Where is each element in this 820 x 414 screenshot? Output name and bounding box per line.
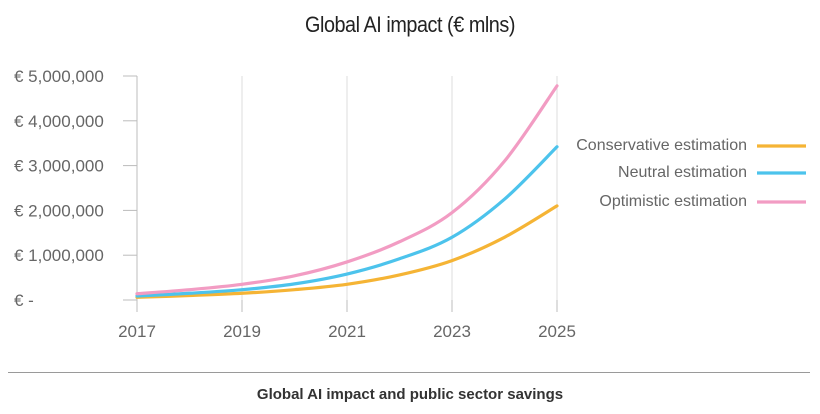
- series-layer: [135, 84, 559, 299]
- series-line-neutral: [135, 145, 559, 298]
- series-line-optimistic: [135, 84, 559, 296]
- y-tick-label: € 5,000,000: [14, 67, 104, 86]
- divider: [8, 372, 810, 373]
- legend-label: Neutral estimation: [618, 164, 747, 181]
- x-tick-label: 2017: [118, 322, 156, 341]
- grid-layer: [136, 76, 558, 300]
- legend-label: Optimistic estimation: [599, 193, 747, 210]
- y-tick-label: € 3,000,000: [14, 157, 104, 176]
- series-line-conservative: [135, 204, 559, 299]
- y-tick-label: € -: [14, 291, 34, 310]
- y-axis-ticks: € - € 1,000,000 € 2,000,000 € 3,000,000 € 4,…: [14, 67, 137, 310]
- x-tick-label: 2019: [223, 322, 261, 341]
- y-tick-label: € 2,000,000: [14, 201, 104, 220]
- x-tick-label: 2025: [538, 322, 576, 341]
- x-tick-label: 2023: [433, 322, 471, 341]
- x-axis-ticks: 2017 2019 2021 2023 2025: [118, 300, 576, 341]
- legend-label: Conservative estimation: [576, 137, 747, 154]
- legend: Conservative estimation Neutral estimatio…: [576, 137, 806, 210]
- chart-title: Global AI impact (€ mlns): [305, 12, 515, 37]
- x-tick-label: 2021: [328, 322, 366, 341]
- y-tick-label: € 4,000,000: [14, 112, 104, 131]
- caption: Global AI impact and public sector savin…: [256, 386, 564, 403]
- y-tick-label: € 1,000,000: [14, 246, 104, 265]
